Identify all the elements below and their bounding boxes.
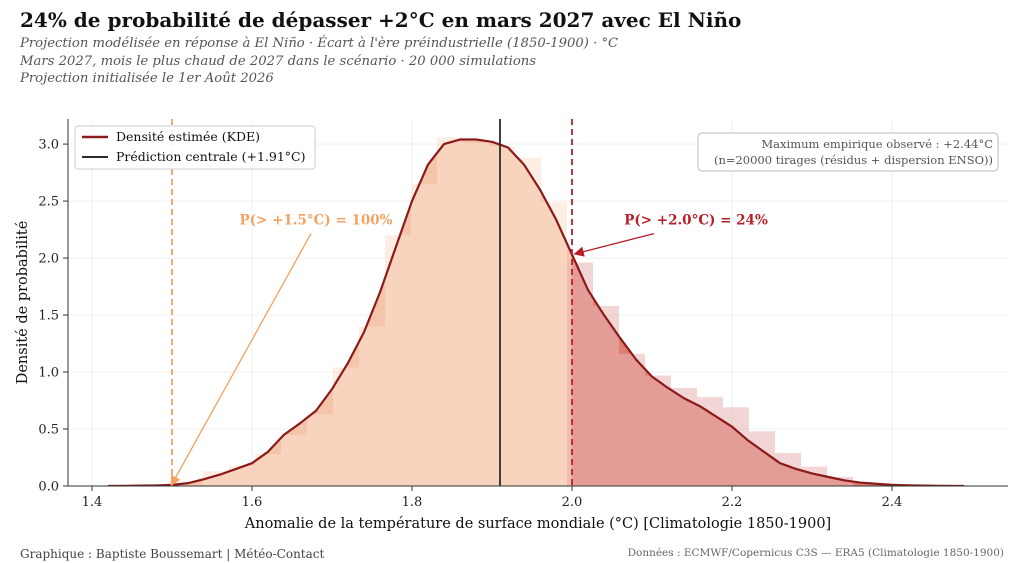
info-box: Maximum empirique observé : +2.44°C (n=20…: [697, 132, 999, 172]
subtitle-line-1: Projection modélisée en réponse à El Niñ…: [20, 36, 619, 51]
footer-credit: Graphique : Baptiste Boussemart | Météo-…: [20, 547, 325, 561]
x-axis-label: Anomalie de la température de surface mo…: [244, 516, 831, 532]
x-tick-label: 2.4: [882, 495, 903, 510]
info-box-line-2: (n=20000 tirages (résidus + dispersion E…: [714, 153, 993, 167]
x-tick-label: 1.8: [402, 495, 423, 510]
histogram-bar: [411, 183, 437, 486]
histogram-bar: [723, 407, 749, 486]
page-title: 24% de probabilité de dépasser +2°C en m…: [20, 8, 742, 32]
info-box-frame: [697, 132, 999, 172]
histogram-bar: [463, 142, 489, 486]
y-tick-label: 1.0: [38, 366, 59, 381]
histogram-bar: [645, 375, 671, 486]
legend: Densité estimée (KDE) Prédiction centrale…: [74, 125, 316, 170]
histogram-bar: [385, 235, 411, 486]
histogram-bar: [671, 387, 697, 486]
annotation-arrow-1-5: [170, 233, 312, 487]
subtitle-line-2: Mars 2027, mois le plus chaud de 2027 da…: [20, 54, 537, 69]
x-tick-label: 1.4: [82, 495, 103, 510]
histogram-bar: [827, 476, 853, 486]
histogram-bar: [281, 434, 307, 486]
subtitle-line-3: Projection initialisée le 1er Août 2026: [20, 71, 274, 86]
x-tick-label: 2.2: [722, 495, 743, 510]
legend-entry-kde: Densité estimée (KDE): [116, 129, 260, 144]
plot-area: [107, 137, 965, 486]
histogram-bar: [437, 137, 463, 486]
histogram-bar: [203, 471, 229, 486]
histogram-bar: [359, 326, 385, 486]
y-tick-label: 2.5: [38, 195, 59, 210]
y-tick-label: 1.5: [38, 309, 59, 324]
histogram-bar: [489, 146, 515, 486]
histogram-bar: [593, 305, 619, 486]
histogram-bar: [333, 367, 359, 486]
y-tick-label: 0.5: [38, 423, 59, 438]
legend-entry-central: Prédiction centrale (+1.91°C): [116, 149, 306, 164]
x-tick-label: 2.0: [562, 495, 583, 510]
histogram-bar: [749, 431, 775, 486]
annotation-label-1-5: P(> +1.5°C) = 100%: [240, 213, 393, 229]
histogram-bar: [619, 353, 645, 486]
histogram-bar: [229, 465, 255, 486]
annotation-arrow-2-0: [573, 232, 655, 257]
legend-box: [74, 125, 316, 170]
y-tick-label: 3.0: [38, 138, 59, 153]
y-tick-label: 0.0: [38, 480, 59, 495]
footer-source: Données : ECMWF/Copernicus C3S — ERA5 (C…: [627, 547, 1004, 559]
histogram-bar: [515, 157, 541, 486]
kde-line: [107, 138, 965, 486]
histogram-bar: [567, 262, 593, 486]
y-tick-label: 2.0: [38, 252, 59, 267]
histogram-bar: [255, 454, 281, 486]
density-chart: 1.4 1.6 1.8 2.0 2.2 2.4 0.0 0.5 1.0 1.5 2.0 2.5 3.0 A…: [15, 119, 1008, 532]
y-axis-label: Densité de probabilité: [15, 221, 31, 385]
x-tick-label: 1.6: [242, 495, 263, 510]
histogram-bar: [307, 414, 333, 486]
annotation-label-2-0: P(> +2.0°C) = 24%: [624, 213, 768, 229]
histogram-bar: [541, 202, 567, 486]
info-box-line-1: Maximum empirique observé : +2.44°C: [761, 137, 993, 151]
histogram-bar: [697, 397, 723, 486]
